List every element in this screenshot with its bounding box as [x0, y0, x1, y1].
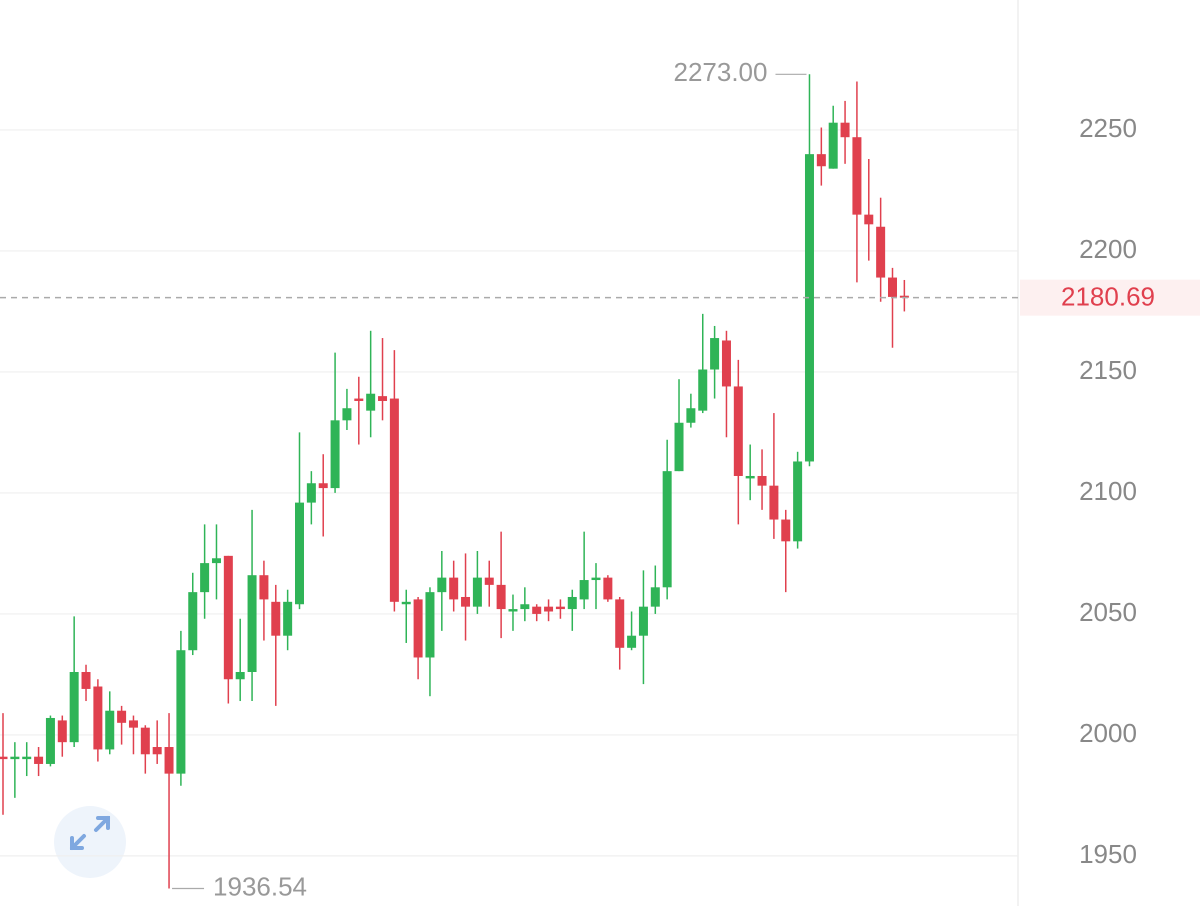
- candle-body: [781, 519, 791, 542]
- candle-body: [235, 671, 245, 680]
- candle-body: [69, 671, 79, 743]
- candle-body: [437, 577, 447, 593]
- low-marker-label: 1936.54: [213, 871, 307, 901]
- candle-body: [57, 720, 67, 743]
- candle-body: [472, 577, 482, 607]
- candle-body: [579, 580, 589, 600]
- candle-body: [674, 422, 684, 472]
- candle-body: [389, 398, 399, 602]
- candle-body: [532, 606, 542, 614]
- candle-body: [318, 483, 328, 489]
- candle-body: [401, 601, 411, 605]
- candle-body: [93, 686, 103, 750]
- candle-body: [615, 599, 625, 648]
- candle-body: [686, 408, 696, 423]
- candle-body: [520, 604, 530, 610]
- high-marker-label: 2273.00: [673, 57, 767, 87]
- candle-body: [45, 717, 55, 764]
- candle-body: [306, 483, 316, 503]
- candle-body: [603, 577, 613, 600]
- candle-body: [283, 601, 293, 636]
- candle-body: [508, 609, 518, 612]
- candle-body: [484, 577, 494, 585]
- y-tick-label: 1950: [1079, 839, 1137, 869]
- candle-body: [164, 747, 174, 774]
- candle-body: [544, 606, 554, 612]
- candle-body: [876, 226, 886, 278]
- candle-body: [140, 727, 150, 755]
- candle-body: [176, 650, 186, 774]
- candle-body: [425, 592, 435, 658]
- candle-body: [378, 396, 388, 401]
- candle-body: [10, 756, 20, 760]
- expand-button-bg[interactable]: [54, 806, 126, 878]
- candle-body: [0, 756, 8, 760]
- candle-body: [223, 555, 233, 680]
- y-tick-label: 2000: [1079, 718, 1137, 748]
- candle-body: [733, 386, 743, 476]
- candle-body: [461, 596, 471, 607]
- y-tick-label: 2250: [1079, 113, 1137, 143]
- y-tick-label: 2050: [1079, 597, 1137, 627]
- candle-body: [330, 420, 340, 489]
- candle-body: [295, 502, 304, 605]
- candle-body: [852, 137, 862, 215]
- candle-body: [816, 154, 826, 167]
- candle-body: [449, 577, 459, 600]
- candle-body: [757, 475, 767, 486]
- candle-body: [828, 122, 838, 169]
- candle-body: [247, 575, 257, 672]
- candle-body: [271, 601, 281, 636]
- candle-body: [152, 747, 162, 755]
- y-tick-label: 2200: [1079, 234, 1137, 264]
- candle-body: [840, 122, 850, 138]
- candle-body: [864, 214, 874, 225]
- expand-icon[interactable]: [70, 816, 110, 850]
- last-price-label: 2180.69: [1061, 282, 1155, 312]
- candle-body: [211, 558, 221, 564]
- candle-body: [662, 471, 672, 588]
- candle-body: [591, 577, 601, 581]
- candle-body: [567, 596, 577, 610]
- y-tick-label: 2150: [1079, 355, 1137, 385]
- candle-body: [745, 475, 755, 479]
- candle-body: [555, 606, 565, 610]
- candle-body: [650, 587, 660, 607]
- candle-body: [638, 606, 648, 636]
- candle-body: [413, 599, 423, 658]
- candle-body: [128, 720, 138, 728]
- expand-button[interactable]: [54, 806, 126, 878]
- candle-body: [496, 584, 506, 610]
- candle-body: [200, 563, 210, 593]
- candle-body: [793, 461, 803, 542]
- candle-body: [721, 340, 731, 387]
- candle-body: [81, 671, 91, 689]
- candle-body: [105, 710, 115, 750]
- candle-body: [188, 592, 198, 651]
- candle-body: [888, 277, 897, 297]
- candle-body: [117, 710, 127, 723]
- candle-body: [769, 485, 779, 520]
- candle-body: [342, 408, 352, 421]
- candle-body: [698, 369, 708, 411]
- candle-body: [34, 756, 44, 764]
- candle-body: [259, 575, 269, 600]
- last-price-box: [1020, 279, 1200, 316]
- y-tick-label: 2100: [1079, 476, 1137, 506]
- candle-body: [710, 338, 720, 370]
- candle-body: [366, 393, 376, 411]
- candle-body: [804, 154, 814, 462]
- candle-body: [627, 635, 637, 648]
- candle-body: [22, 756, 32, 760]
- candle-body: [354, 398, 364, 401]
- candle-body: [899, 295, 909, 298]
